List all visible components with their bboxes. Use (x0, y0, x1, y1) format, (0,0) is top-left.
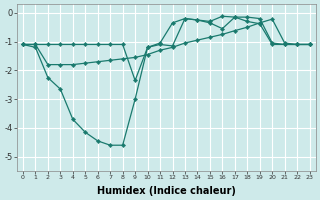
X-axis label: Humidex (Indice chaleur): Humidex (Indice chaleur) (97, 186, 236, 196)
